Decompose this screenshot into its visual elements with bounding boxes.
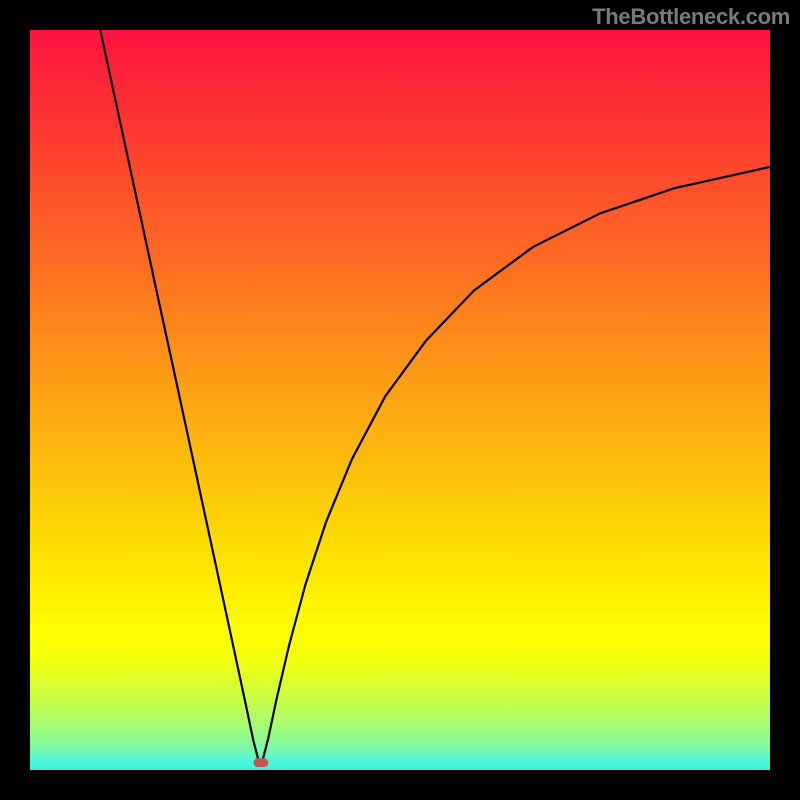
- watermark-text: TheBottleneck.com: [592, 4, 790, 30]
- chart-container: TheBottleneck.com: [0, 0, 800, 800]
- chart-plot: [30, 30, 770, 770]
- minimum-marker: [253, 758, 268, 767]
- heatmap-background: [30, 30, 770, 770]
